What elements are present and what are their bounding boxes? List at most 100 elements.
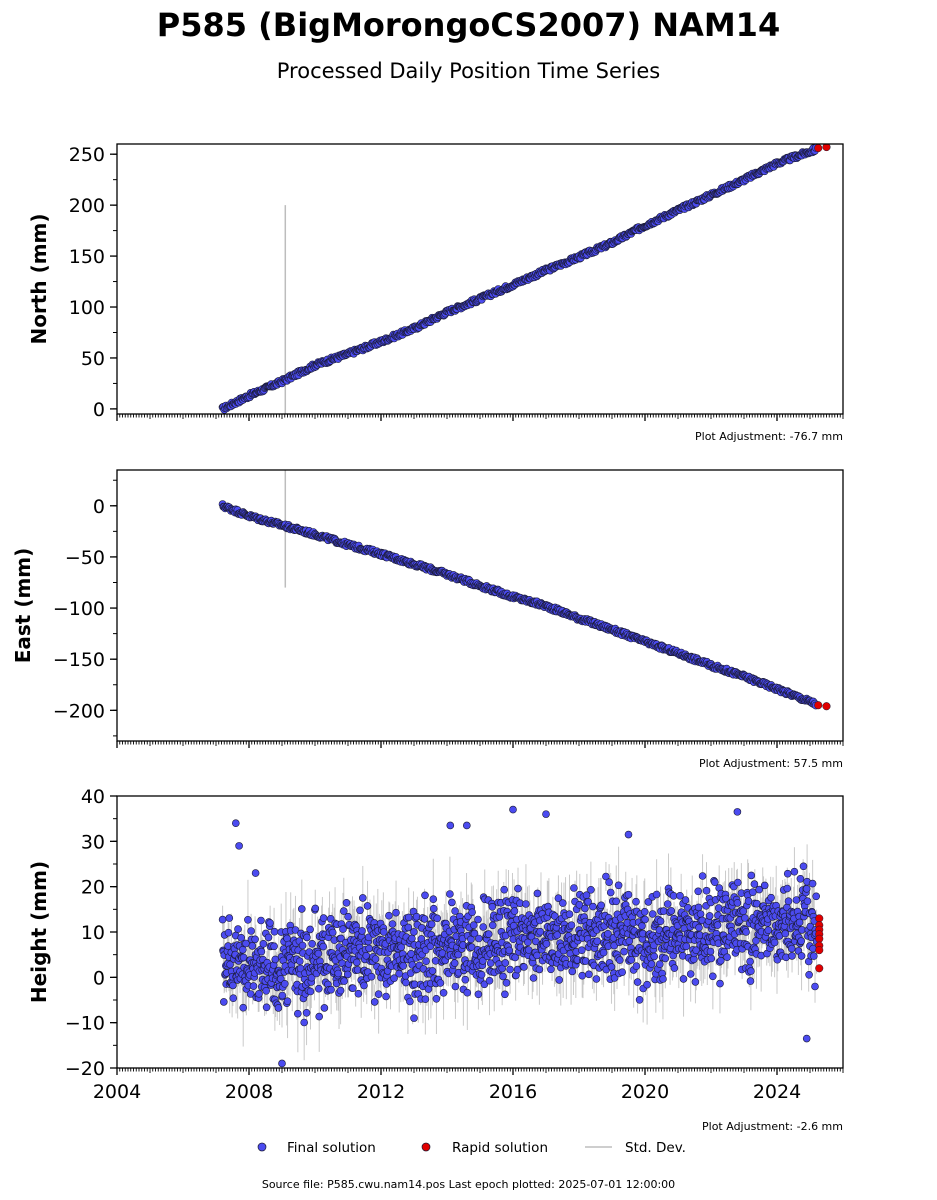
final-point (336, 986, 345, 995)
final-point (652, 890, 661, 899)
final-point (402, 978, 410, 987)
final-point (486, 959, 495, 968)
final-point (632, 897, 640, 906)
final-point (635, 995, 644, 1004)
final-point (744, 897, 753, 905)
final-point (577, 946, 586, 955)
final-point (797, 952, 806, 960)
final-point-outlier (733, 808, 742, 816)
panel-data-layer (218, 144, 831, 414)
rapid-point (815, 946, 824, 955)
chart-title: P585 (BigMorongoCS2007) NAM14 (157, 6, 780, 44)
final-point-outlier (462, 821, 471, 830)
final-point (218, 915, 227, 924)
final-point (271, 955, 280, 964)
panel-data-layer (218, 470, 831, 711)
final-point (535, 965, 544, 974)
final-point (248, 942, 257, 950)
final-point (553, 931, 562, 939)
final-point (788, 952, 796, 960)
final-point (450, 959, 459, 967)
y-tick-label: 200 (69, 195, 105, 217)
y-tick-label: 150 (69, 246, 105, 268)
final-point (506, 965, 514, 974)
y-axis-label: East (mm) (11, 548, 35, 664)
final-point (710, 878, 719, 887)
final-point (463, 988, 472, 997)
final-point (796, 874, 805, 883)
final-point (488, 921, 497, 930)
final-point (237, 933, 245, 942)
y-tick-label: 10 (81, 922, 105, 944)
final-point (750, 880, 759, 888)
final-point (469, 921, 478, 930)
final-point (247, 927, 255, 935)
final-point (554, 894, 563, 903)
final-point (283, 997, 292, 1006)
final-point (809, 952, 818, 960)
final-point (291, 926, 300, 934)
final-point (358, 894, 367, 902)
final-point (767, 893, 775, 902)
final-point (382, 992, 390, 1001)
final-point (451, 982, 460, 991)
final-point (420, 915, 429, 923)
final-point (262, 1003, 271, 1012)
final-point (306, 987, 315, 996)
final-point (328, 928, 337, 937)
final-point (641, 915, 649, 924)
y-axis-label: Height (mm) (27, 861, 51, 1003)
final-point (802, 884, 811, 893)
final-point (656, 917, 665, 926)
chart-subtitle: Processed Daily Position Time Series (277, 59, 661, 83)
final-point (578, 971, 587, 980)
final-point (439, 988, 448, 997)
final-point (682, 942, 691, 951)
final-point (470, 929, 479, 938)
final-point-outlier (624, 830, 633, 839)
final-point (477, 970, 486, 979)
final-point (755, 885, 764, 894)
final-point (427, 920, 436, 929)
final-point (655, 960, 664, 969)
final-point (597, 901, 606, 910)
legend-final-label: Final solution (287, 1140, 376, 1156)
final-point (733, 899, 742, 907)
final-point (643, 980, 651, 989)
rapid-point (815, 914, 824, 923)
final-point (306, 925, 314, 934)
final-point (370, 998, 379, 1006)
final-point (320, 1004, 329, 1012)
final-point (694, 903, 703, 912)
final-point (676, 891, 684, 900)
final-point (542, 939, 551, 948)
final-point (799, 862, 808, 871)
rapid-point (814, 701, 823, 710)
final-point (293, 1009, 302, 1018)
final-point (244, 915, 252, 924)
final-point (511, 953, 520, 962)
final-point (276, 975, 285, 983)
final-point (747, 871, 756, 880)
final-point (663, 900, 672, 908)
final-point (593, 937, 602, 946)
final-point (650, 952, 659, 961)
y-tick-label: −20 (65, 1058, 105, 1080)
final-point (392, 908, 400, 917)
final-point (270, 927, 279, 936)
final-point (602, 872, 610, 881)
final-point (300, 1018, 309, 1027)
final-point (638, 922, 646, 930)
final-point (385, 911, 393, 920)
final-point (246, 990, 255, 998)
final-point (468, 908, 476, 917)
final-point (474, 990, 483, 999)
final-point (748, 888, 757, 897)
final-point (624, 890, 633, 899)
final-point (587, 885, 595, 894)
final-point (339, 925, 347, 933)
final-point (352, 958, 361, 967)
final-point (659, 975, 667, 983)
final-point (522, 900, 530, 908)
legend-rapid-label: Rapid solution (452, 1140, 548, 1156)
